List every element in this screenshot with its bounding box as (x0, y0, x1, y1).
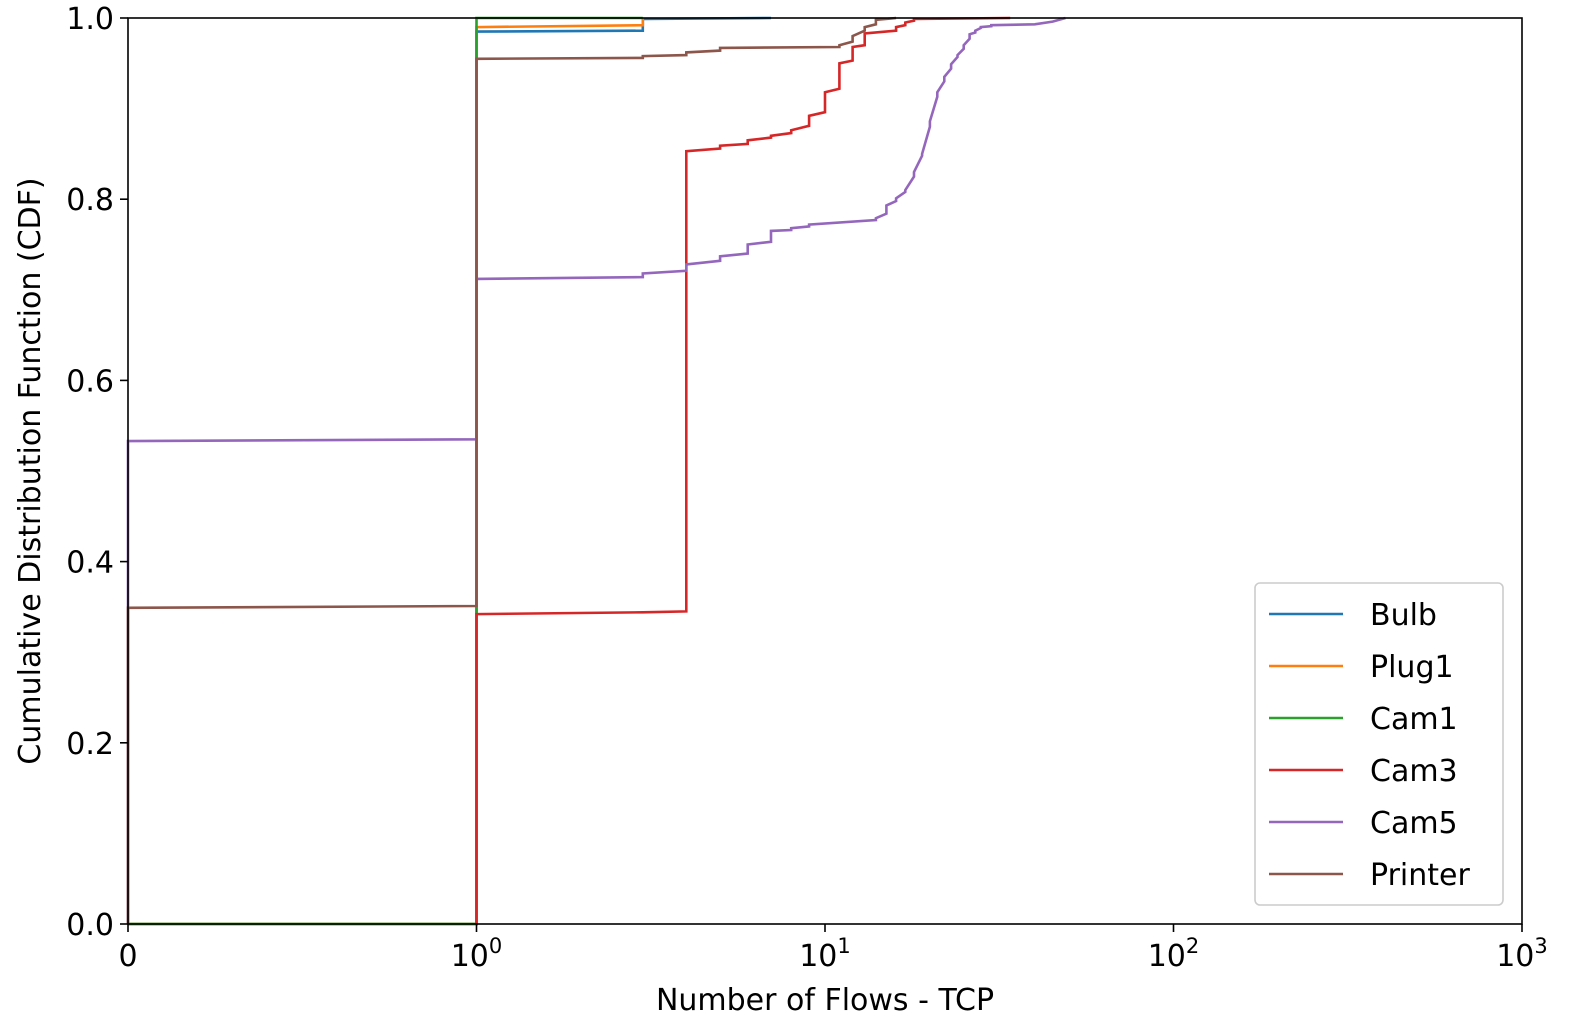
series-line-plug1 (128, 18, 645, 926)
legend-box (1254, 582, 1504, 906)
y-tick-label: 1.0 (66, 2, 114, 37)
y-tick-label: 0.0 (66, 908, 114, 943)
y-tick-label: 0.6 (66, 364, 114, 399)
x-axis: 0 100 101 102 103 (118, 924, 1548, 974)
legend-label: Plug1 (1370, 650, 1454, 685)
legend: Bulb Plug1 Cam1 Cam3 Cam5 Printer (1254, 582, 1504, 906)
series-line-cam3 (475, 16, 1011, 924)
legend-label: Printer (1370, 858, 1470, 893)
y-tick-label: 0.2 (66, 727, 114, 762)
series-line-cam5 (126, 16, 1066, 924)
legend-label: Cam1 (1370, 702, 1458, 737)
y-axis: 0.0 0.2 0.4 0.6 0.8 1.0 (66, 2, 128, 943)
legend-label: Bulb (1370, 598, 1437, 633)
plot-lines (126, 16, 1066, 926)
y-tick-label: 0.4 (66, 546, 114, 581)
series-line-printer (126, 16, 897, 924)
x-tick-label: 102 (1148, 934, 1200, 974)
x-tick-label: 101 (799, 934, 851, 974)
x-tick-label: 103 (1496, 934, 1548, 974)
legend-label: Cam5 (1370, 806, 1458, 841)
y-tick-label: 0.8 (66, 183, 114, 218)
series-line-cam1 (128, 16, 643, 926)
x-axis-label: Number of Flows - TCP (656, 983, 994, 1018)
series-line-bulb (128, 16, 772, 926)
y-axis-label: Cumulative Distribution Function (CDF) (13, 177, 48, 764)
x-tick-label: 0 (118, 939, 137, 974)
x-tick-label: 100 (451, 934, 503, 974)
legend-label: Cam3 (1370, 754, 1458, 789)
